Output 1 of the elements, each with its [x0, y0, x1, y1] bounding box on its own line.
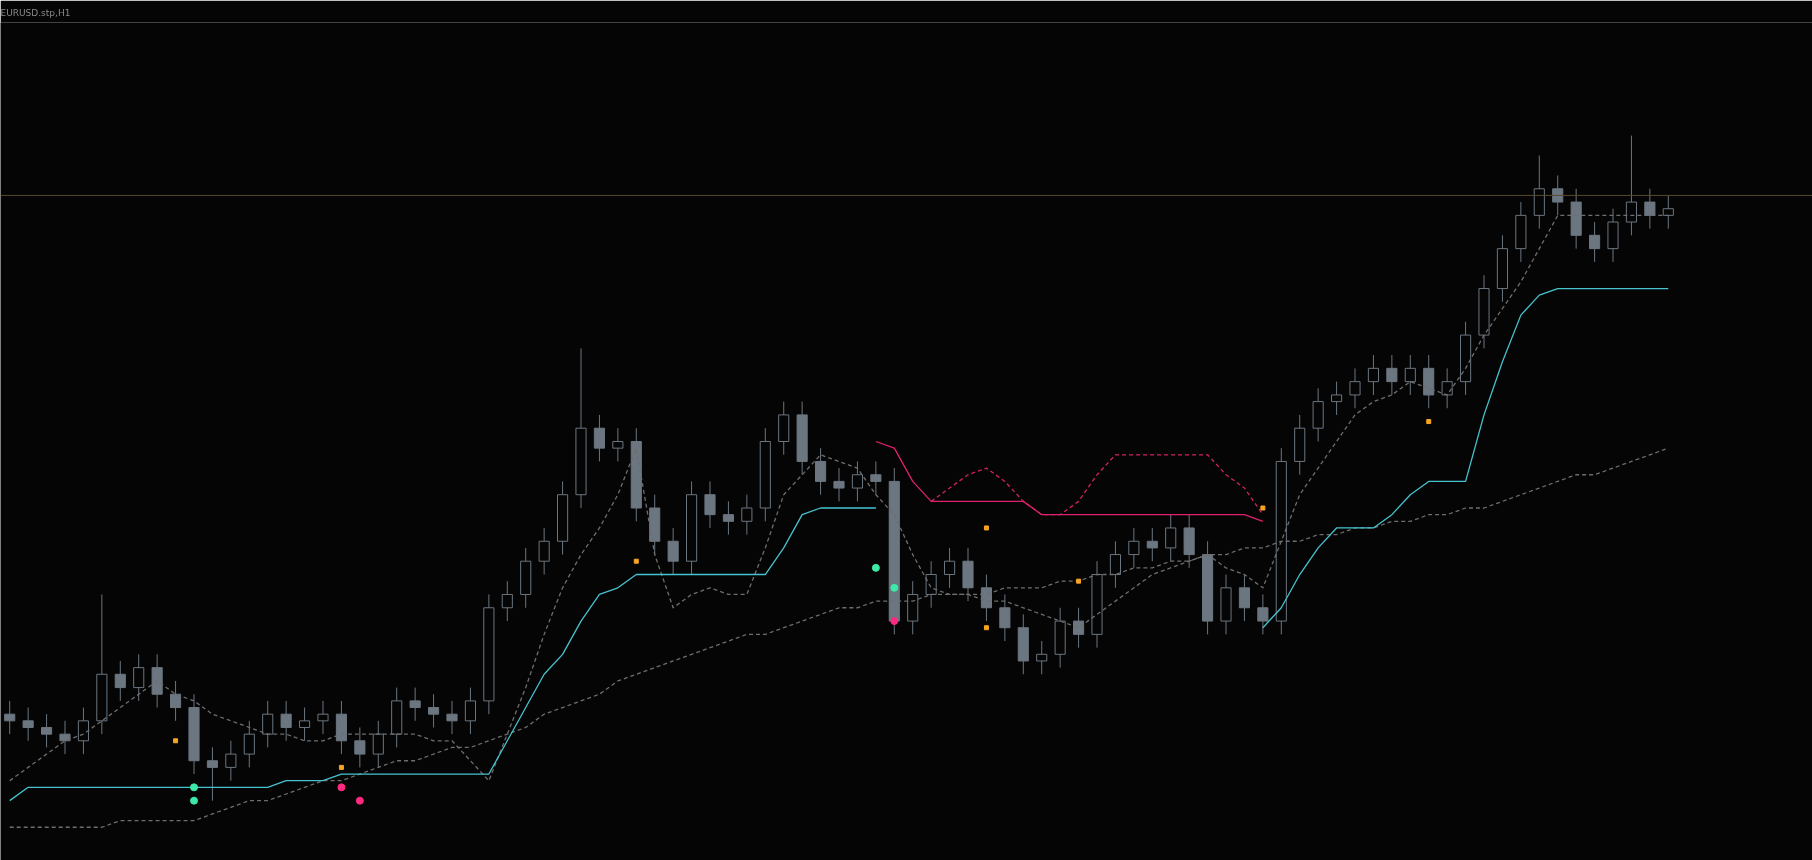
chart-title: EURUSD.stp,H1 [0, 7, 71, 18]
